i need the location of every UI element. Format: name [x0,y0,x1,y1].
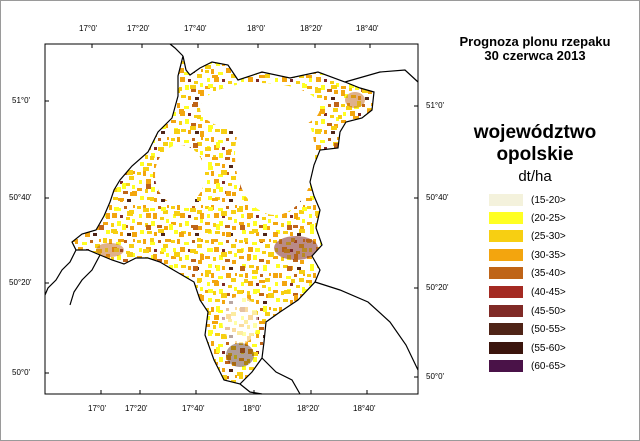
legend-swatch [489,342,523,354]
boundary-north [169,43,184,57]
legend-swatch [489,249,523,261]
legend-swatch [489,286,523,298]
lat-label-left: 50°40' [9,193,32,202]
lon-label-bottom: 18°0' [243,404,262,413]
high-yield-cluster-south [226,343,254,367]
lon-label-bottom: 18°40' [353,404,376,413]
no-crop-area-north [200,83,320,133]
lat-label-left: 50°0' [12,368,31,377]
legend-swatch [489,267,523,279]
legend-swatch [489,194,523,206]
region-name-line-1: województwo [473,122,597,143]
lon-label-top: 18°40' [356,24,379,33]
legend-swatch [489,323,523,335]
high-yield-cluster-east [274,236,318,260]
legend-item: (30-35> [489,248,566,262]
right-ticks [414,105,418,378]
left-ticks [45,100,49,374]
boundary-south [239,383,263,395]
high-yield-cluster-northeast [345,92,365,108]
legend-label: (60-65> [531,360,566,372]
legend-swatch [489,305,523,317]
legend-label: (20-25> [531,212,566,224]
lon-label-top: 17°20' [127,24,150,33]
region-name-line-2: opolskie [496,144,574,165]
legend-item: (25-30> [489,229,566,243]
legend-swatch [489,230,523,242]
lon-label-top: 18°20' [300,24,323,33]
legend-swatch [489,360,523,372]
legend-item: (15-20> [489,193,566,207]
lon-label-top: 17°0' [79,24,98,33]
legend-label: (45-50> [531,305,566,317]
lon-label-bottom: 17°0' [88,404,107,413]
boundary-south-2 [261,357,301,395]
legend-swatch [489,212,523,224]
top-ticks [91,44,371,48]
lat-label-right: 50°40' [426,193,449,202]
legend-item: (50-55> [489,322,566,336]
lat-label-right: 51°0' [426,101,445,110]
legend-item: (60-65> [489,359,566,373]
legend-item: (35-40> [489,266,566,280]
boundary-southeast [314,281,419,371]
legend-item: (40-45> [489,285,566,299]
legend-item: (45-50> [489,304,566,318]
high-yield-cluster-west [96,243,124,257]
legend-label: (35-40> [531,267,566,279]
no-crop-area-west [155,145,205,205]
lon-label-top: 18°0' [247,24,266,33]
legend-unit-label: dt/ha [518,168,552,185]
lat-label-left: 51°0' [12,96,31,105]
legend-label: (55-60> [531,342,566,354]
legend-item: (55-60> [489,341,566,355]
legend-item: (20-25> [489,211,566,225]
legend-label: (30-35> [531,249,566,261]
no-crop-area-south [222,296,258,344]
lat-label-right: 50°20' [426,283,449,292]
lon-label-bottom: 18°20' [297,404,320,413]
legend-label: (40-45> [531,286,566,298]
lon-label-bottom: 17°40' [182,404,205,413]
map-title-line-1: Prognoza plonu rzepaku [459,34,611,49]
neighbour-boundaries [44,43,419,395]
legend-label: (15-20> [531,194,566,206]
lat-label-left: 50°20' [9,278,32,287]
voivodeship-boundary [71,55,375,385]
lat-label-right: 50°0' [426,372,445,381]
lon-label-bottom: 17°20' [125,404,148,413]
legend-label: (25-30> [531,230,566,242]
boundary-southwest [69,254,101,306]
map-title-line-2: 30 czerwca 2013 [484,48,586,63]
boundary-west [44,249,77,296]
legend-label: (50-55> [531,323,566,335]
boundary-northeast [344,69,419,83]
bottom-ticks [100,390,368,394]
lon-label-top: 17°40' [184,24,207,33]
